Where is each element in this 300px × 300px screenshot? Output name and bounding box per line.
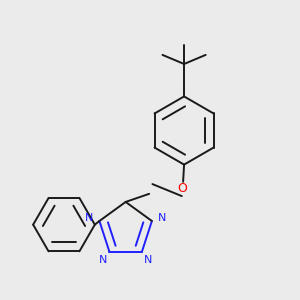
Text: O: O [178,182,188,195]
Text: N: N [85,213,94,223]
Text: N: N [158,213,166,223]
Text: N: N [144,255,152,265]
Text: N: N [99,255,107,265]
